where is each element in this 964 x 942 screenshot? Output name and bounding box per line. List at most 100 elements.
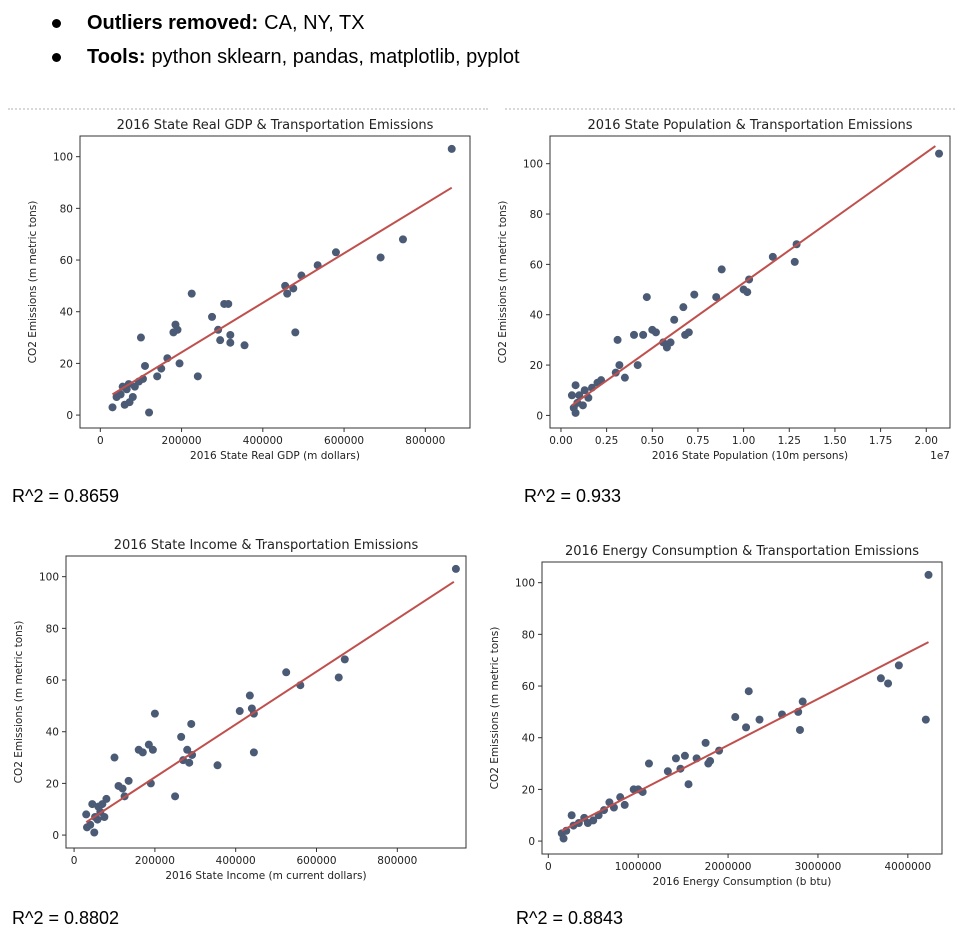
data-point [224,299,233,308]
data-point [291,328,300,337]
data-point [340,655,349,664]
x-tick-label: 0 [97,435,104,447]
bullet-text: python sklearn, pandas, matplotlib, pypl… [151,45,520,68]
y-tick-label: 40 [522,733,535,745]
data-point [671,754,680,763]
chart-title: 2016 State Income & Transportation Emiss… [114,538,419,553]
data-point [187,719,196,728]
data-point [790,257,799,266]
chart-svg: 2016 State Real GDP & Transportation Emi… [27,118,471,462]
data-point [116,390,125,399]
x-tick-label: 1.50 [823,435,846,447]
chart-gdp: 2016 State Real GDP & Transportation Emi… [0,112,480,462]
data-point [712,293,721,302]
x-axis-label: 2016 State Real GDP (m dollars) [190,450,360,462]
data-point [744,687,753,696]
plot-area [549,135,951,429]
data-point [633,361,642,370]
x-tick-label: 2000000 [705,861,752,873]
chart-population: 2016 State Population & Transportation E… [496,112,956,462]
data-point [240,341,249,350]
data-point [680,751,689,760]
bullet-list: Outliers removed: CA, NY, TX Tools: pyth… [40,6,520,74]
bullet-label: Tools: [87,45,146,68]
chart-svg: 2016 State Population & Transportation E… [497,118,951,462]
regression-line [85,581,455,823]
x-tick-label: 0 [71,855,78,867]
bullet-tools: Tools: python sklearn, pandas, matplotli… [40,40,520,74]
data-point [100,812,109,821]
data-point [798,697,807,706]
data-point [651,328,660,337]
x-tick-label: 600000 [324,435,364,447]
data-point [331,248,340,257]
r2-income: R^2 = 0.8802 [12,908,120,928]
x-tick-label: 0.00 [549,435,572,447]
data-point [173,325,182,334]
x-axis-label: 2016 State Population (10m persons) [652,450,848,462]
x-tick-label: 0.50 [641,435,664,447]
x-tick-label: 4000000 [884,861,931,873]
y-tick-label: 80 [530,209,543,221]
y-tick-label: 0 [66,410,73,422]
chart-income: 2016 State Income & Transportation Emiss… [0,530,480,890]
data-point [894,661,903,670]
plot-area [541,561,943,855]
data-point [684,328,693,337]
data-point [679,303,688,312]
data-point [921,715,930,724]
data-point [567,391,576,400]
data-point [185,758,194,767]
y-tick-label: 80 [60,203,73,215]
data-point [935,149,944,158]
chart-title: 2016 State Population & Transportation E… [587,118,912,133]
data-point [613,335,622,344]
y-tick-label: 60 [60,255,73,267]
data-point [213,761,222,770]
data-point [571,408,580,417]
data-point [743,288,752,297]
data-point [684,780,693,789]
x-tick-label: 2.00 [915,435,938,447]
data-point [108,403,117,412]
r2-population: R^2 = 0.933 [524,486,622,506]
bullet-text: CA, NY, TX [264,11,365,34]
y-tick-label: 20 [46,778,59,790]
plot-area [79,135,471,429]
data-point [884,679,893,688]
data-point [768,252,777,261]
y-axis-label: CO2 Emissions (m metric tons) [497,201,509,364]
data-point [567,811,576,820]
data-point [663,767,672,776]
data-point [670,315,679,324]
x-tick-label: 1000000 [615,861,662,873]
data-point [124,776,133,785]
bullet-dot [52,18,61,28]
data-point [690,290,699,299]
r2-energy: R^2 = 0.8843 [516,908,624,928]
data-point [644,759,653,768]
data-point [171,792,180,801]
x-axis-label: 2016 State Income (m current dollars) [165,870,366,882]
data-point [630,330,639,339]
data-point [150,709,159,718]
data-point [235,707,244,716]
chart-title: 2016 Energy Consumption & Transportation… [565,544,919,559]
x-axis-label: 2016 Energy Consumption (b btu) [653,876,832,888]
y-tick-label: 0 [536,410,543,422]
bullet-dot [52,52,61,62]
data-point [102,794,111,803]
y-tick-label: 100 [515,578,535,590]
data-point [187,289,196,298]
data-point [141,361,149,370]
data-point [145,408,154,417]
data-point [924,570,933,579]
data-point [620,373,629,382]
data-point [90,828,99,837]
x-tick-label: 800000 [377,855,417,867]
chart-energy: 2016 Energy Consumption & Transportation… [489,538,956,888]
data-point [88,800,97,809]
data-point [795,725,804,734]
data-point [742,723,751,732]
y-axis-label: CO2 Emissions (m metric tons) [13,621,25,784]
